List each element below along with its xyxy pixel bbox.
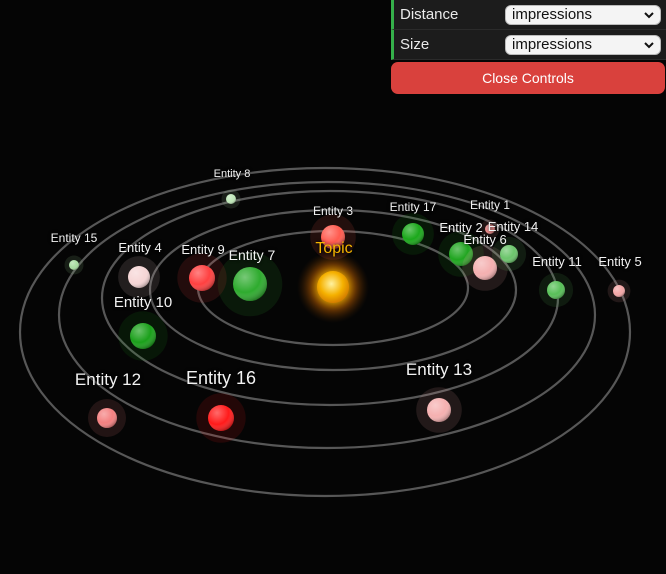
planet-shade (233, 267, 267, 301)
planet-entity-16[interactable] (196, 393, 246, 443)
planet-shade (69, 260, 79, 270)
controls-panel: Distance impressions Size impressions Cl… (391, 0, 666, 94)
orbit-ring (148, 208, 518, 372)
planet-shade (97, 408, 117, 428)
planet-label: Entity 6 (463, 232, 507, 247)
planet-label: Entity 16 (185, 368, 257, 388)
planet-label: Entity 13 (405, 360, 473, 379)
planet-shade (449, 242, 473, 266)
size-select-value: impressions (512, 36, 593, 53)
planet-shade (321, 225, 345, 249)
distance-label: Distance (400, 6, 459, 23)
planet-shade (547, 281, 565, 299)
planet-entity-12[interactable] (88, 399, 126, 437)
planet-entity-4[interactable] (118, 256, 160, 298)
orbit-ring (18, 166, 632, 498)
planet-entity-7[interactable] (217, 251, 283, 317)
planet-label: Entity 14 (487, 219, 539, 234)
planet-label: Entity 12 (74, 370, 142, 389)
planet-label: Entity 9 (181, 242, 225, 257)
planet-shade (402, 223, 424, 245)
planet-entity-13[interactable] (416, 387, 462, 433)
size-select[interactable]: impressions (505, 34, 661, 55)
planet-label: Entity 7 (228, 247, 276, 263)
planet-label: Entity 2 (439, 220, 483, 235)
planet-entity-14[interactable] (491, 236, 527, 272)
planet-entity-5[interactable] (607, 279, 631, 303)
orbit-ring (57, 180, 597, 450)
close-controls-button[interactable]: Close Controls (391, 62, 665, 94)
planet-shade (208, 405, 234, 431)
sun-core (317, 271, 349, 303)
planet-entity-2[interactable] (438, 231, 484, 277)
planet-entity-1[interactable] (480, 219, 500, 239)
planet-shade (613, 285, 625, 297)
distance-select[interactable]: impressions (505, 4, 661, 25)
planet-shade (226, 194, 236, 204)
planet-label: Entity 5 (598, 254, 642, 269)
planet-entity-3[interactable] (310, 214, 356, 260)
chevron-down-icon (644, 41, 654, 48)
planet-entity-15[interactable] (64, 255, 84, 275)
size-label: Size (400, 36, 430, 53)
planet-shade (128, 266, 150, 288)
planet-shade (427, 398, 451, 422)
chevron-down-icon (644, 11, 654, 18)
sun[interactable] (297, 251, 369, 323)
planet-shade (130, 323, 156, 349)
planet-label: Entity 8 (213, 168, 251, 180)
distance-select-value: impressions (512, 6, 593, 23)
planet-entity-9[interactable] (177, 253, 227, 303)
distance-row: Distance impressions (391, 0, 666, 30)
planet-entity-10[interactable] (118, 311, 168, 361)
planets (64, 189, 631, 443)
planet-label: Entity 11 (532, 254, 582, 269)
planet-shade (473, 256, 497, 280)
planet-entity-6[interactable] (462, 245, 508, 291)
planet-label: Entity 10 (113, 294, 173, 311)
planet-shade (485, 224, 495, 234)
planet-label: Entity 4 (118, 240, 162, 255)
planet-entity-11[interactable] (538, 272, 574, 308)
planet-label: Entity 1 (469, 198, 511, 212)
planet-entity-17[interactable] (392, 213, 434, 255)
planet-label: Entity 17 (389, 200, 437, 214)
planet-entity-8[interactable] (221, 189, 241, 209)
size-row: Size impressions (391, 30, 666, 60)
planet-shade (189, 265, 215, 291)
planet-shade (500, 245, 518, 263)
planet-label: Entity 15 (50, 231, 98, 245)
sun-label: Topic (315, 240, 353, 257)
planet-label: Entity 3 (312, 204, 354, 218)
